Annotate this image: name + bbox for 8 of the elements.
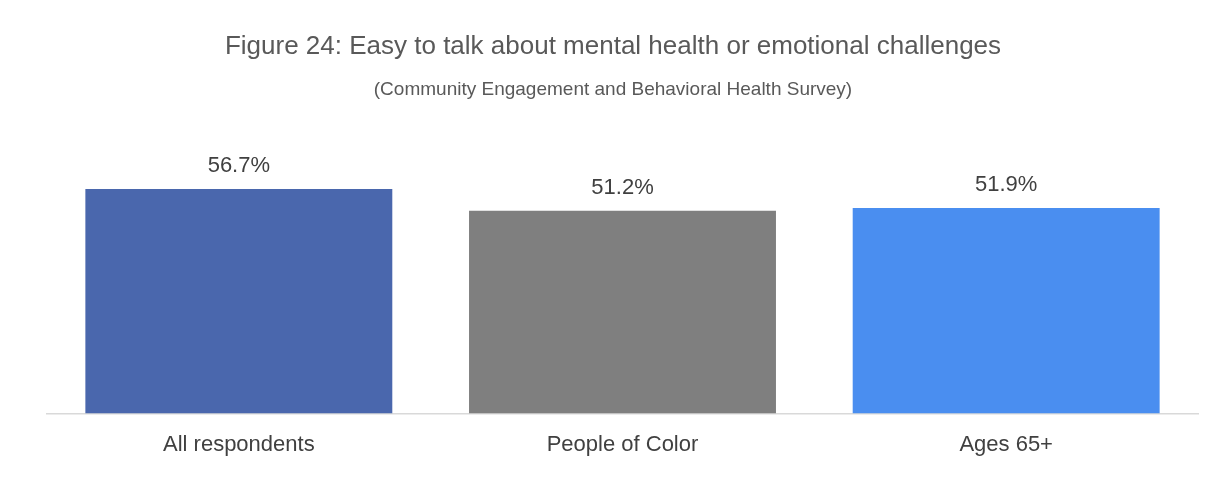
data-label: 56.7% [207, 152, 271, 178]
x-tick-label: People of Color [546, 430, 699, 456]
x-tick-label: Ages 65+ [959, 430, 1053, 456]
data-label: 51.9% [974, 171, 1038, 197]
data-label: 51.2% [591, 173, 654, 199]
x-tick-label: All respondents [163, 430, 315, 456]
chart-subtitle: (Community Engagement and Behavioral Health Survey) [372, 78, 854, 100]
chart-title: Figure 24: Easy to talk about mental health or emotional challenges [223, 30, 1003, 61]
